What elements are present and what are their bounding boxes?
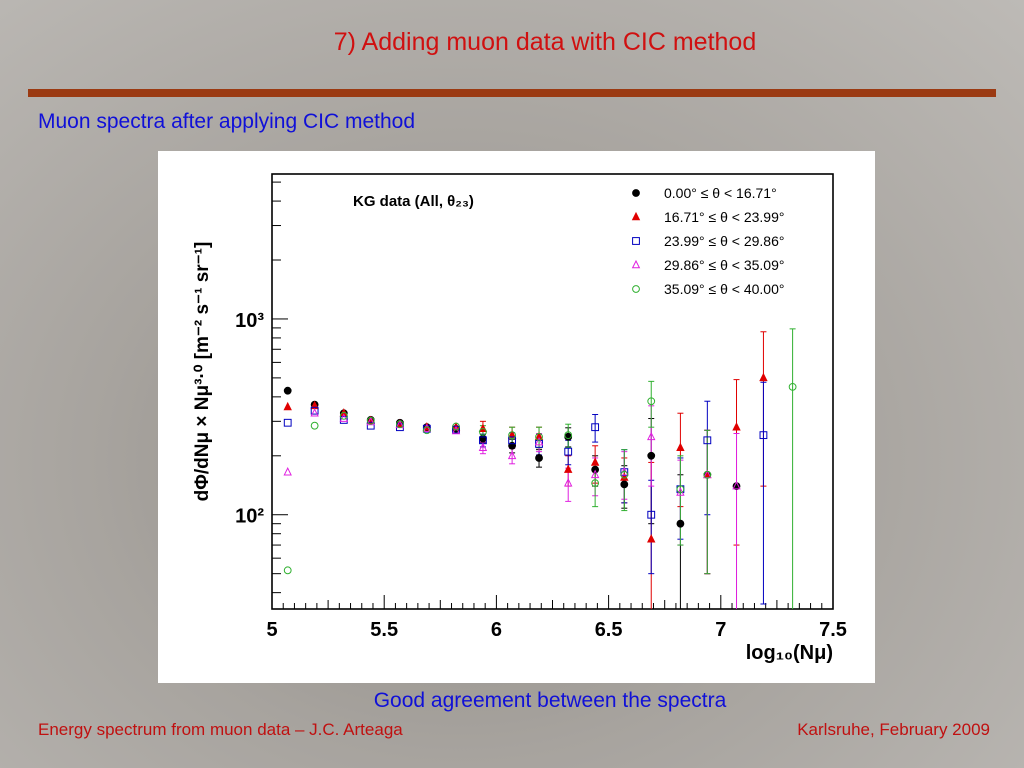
data-point xyxy=(366,416,375,426)
legend-entry: 0.00° ≤ θ < 16.71° xyxy=(664,185,777,201)
data-point xyxy=(590,457,600,466)
legend-entry: 23.99° ≤ θ < 29.86° xyxy=(664,233,784,249)
data-point xyxy=(535,432,543,441)
data-point xyxy=(422,423,432,433)
legend-marker xyxy=(631,211,641,221)
data-point xyxy=(647,451,656,460)
legend-entry: 35.09° ≤ θ < 40.00° xyxy=(664,281,784,297)
data-point xyxy=(396,420,404,429)
data-point xyxy=(534,431,544,441)
legend-entry: 29.86° ≤ θ < 35.09° xyxy=(664,257,784,273)
data-point xyxy=(534,436,544,446)
data-point xyxy=(703,470,712,479)
x-tick-label: 6 xyxy=(491,619,502,641)
data-point xyxy=(283,467,292,476)
data-point xyxy=(452,422,460,431)
data-point xyxy=(339,413,349,422)
data-point xyxy=(788,382,797,391)
data-point xyxy=(759,431,768,440)
x-tick-label: 5.5 xyxy=(370,619,398,641)
data-point xyxy=(479,427,487,436)
legend-marker xyxy=(632,237,640,245)
slide-subtitle: Muon spectra after applying CIC method xyxy=(38,110,416,133)
data-point xyxy=(591,479,600,488)
data-point xyxy=(508,431,517,440)
y-tick-label: 10³ xyxy=(235,310,264,332)
data-point xyxy=(620,472,629,481)
data-point xyxy=(507,430,517,439)
data-point xyxy=(535,454,543,462)
data-point xyxy=(283,386,292,395)
data-point xyxy=(647,534,656,543)
data-point xyxy=(451,425,461,435)
data-point xyxy=(676,485,685,494)
x-tick-label: 5 xyxy=(266,619,277,641)
data-point xyxy=(478,442,488,451)
data-point xyxy=(591,423,600,432)
data-point xyxy=(310,421,319,430)
y-axis-label: dΦ/dNμ × Nμ³·⁰ [m⁻² s⁻¹ sr⁻¹] xyxy=(192,242,213,502)
data-point xyxy=(732,481,741,490)
legend-marker xyxy=(631,259,641,269)
data-point xyxy=(676,519,685,528)
data-point xyxy=(703,436,712,445)
data-point xyxy=(563,478,573,487)
footer-left: Energy spectrum from muon data – J.C. Ar… xyxy=(38,720,403,739)
data-point xyxy=(310,408,319,417)
data-point xyxy=(620,480,629,489)
data-point xyxy=(283,566,292,575)
data-point xyxy=(647,431,656,441)
data-point xyxy=(703,469,712,479)
x-tick-label: 7.5 xyxy=(819,619,847,641)
muon-spectra-chart: 5 5.5 6 6.5 7 7.5 10² 10³ log₁₀(Nμ) dΦ/dNμ × Nμ³·… xyxy=(192,173,847,664)
data-point xyxy=(366,421,375,430)
data-point xyxy=(563,464,573,473)
x-axis-label: log₁₀(Nμ) xyxy=(746,642,833,664)
data-point xyxy=(310,406,319,415)
data-point xyxy=(283,418,292,427)
data-point xyxy=(366,416,375,425)
footer-right: Karlsruhe, February 2009 xyxy=(797,720,990,739)
data-point xyxy=(339,411,348,420)
data-point xyxy=(590,469,600,479)
data-point xyxy=(564,431,573,440)
data-point xyxy=(676,442,685,451)
legend-marker xyxy=(632,285,640,293)
slide-title: 7) Adding muon data with CIC method xyxy=(333,28,757,56)
data-point xyxy=(732,422,741,431)
slide-caption: Good agreement between the spectra xyxy=(373,689,727,712)
title-divider xyxy=(28,89,996,97)
data-point xyxy=(564,447,573,456)
chart-panel: 5 5.5 6 6.5 7 7.5 10² 10³ log₁₀(Nμ) dΦ/dNμ × Nμ³·… xyxy=(158,151,875,683)
data-point xyxy=(620,470,629,479)
data-point xyxy=(507,450,517,460)
data-point xyxy=(479,434,487,443)
x-tick-label: 7 xyxy=(715,619,726,641)
data-point xyxy=(591,465,600,474)
data-point xyxy=(759,372,768,382)
data-point xyxy=(647,397,656,406)
legend-entry: 16.71° ≤ θ < 23.99° xyxy=(664,209,784,225)
data-point xyxy=(339,416,348,424)
data-point xyxy=(508,436,517,445)
chart-annotation: KG data (All, θ₂₃) xyxy=(353,193,474,210)
data-point xyxy=(283,401,292,411)
y-tick-label: 10² xyxy=(235,506,264,528)
legend-marker xyxy=(632,189,640,197)
data-point xyxy=(647,510,656,519)
data-point xyxy=(422,426,431,435)
x-tick-label: 6.5 xyxy=(595,619,623,641)
